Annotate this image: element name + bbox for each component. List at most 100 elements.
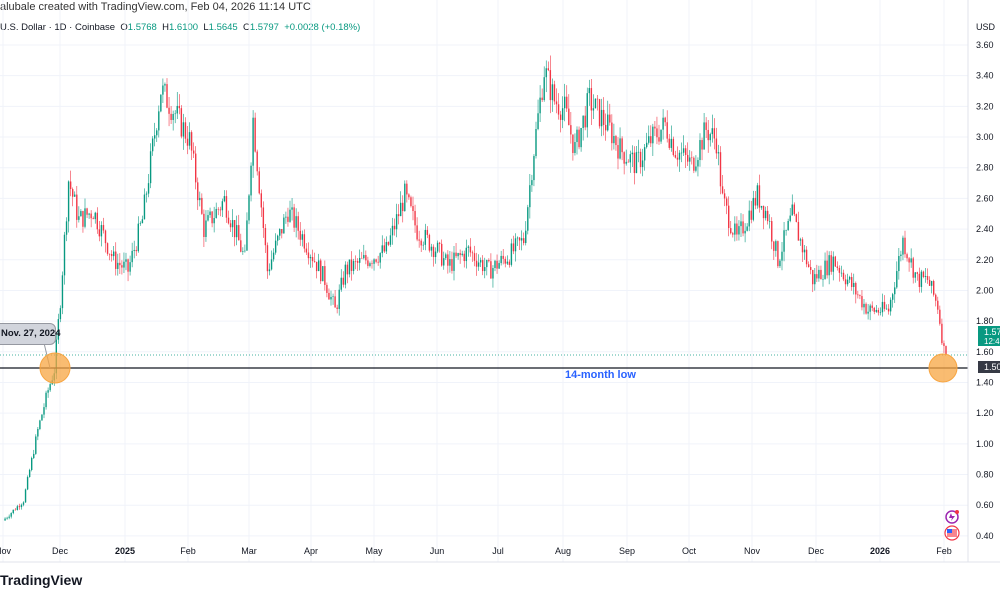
candle-body: [707, 129, 709, 141]
candle-body: [732, 233, 734, 235]
candle-body: [264, 227, 267, 246]
candle-body: [654, 126, 656, 129]
candle-body: [615, 136, 617, 146]
candle-body: [184, 122, 187, 139]
candle-body: [533, 156, 535, 181]
candle-body: [807, 264, 810, 268]
candle-body: [527, 207, 529, 231]
candle-body: [225, 196, 228, 218]
candle-body: [586, 93, 588, 128]
candle-body: [810, 267, 812, 270]
candle-body: [945, 346, 947, 355]
us-flag-economic-event-icon[interactable]: [944, 525, 960, 541]
candle-body: [848, 277, 851, 280]
candle-body: [541, 97, 543, 100]
candle-body: [820, 269, 822, 280]
candle-body: [529, 185, 531, 208]
x-tick-label: Jun: [430, 546, 445, 556]
candle-body: [332, 296, 334, 297]
candle-body: [715, 138, 718, 154]
candle-body: [920, 271, 923, 287]
events-icon[interactable]: [945, 510, 959, 524]
candle-body: [914, 272, 916, 278]
candle-body: [742, 221, 744, 234]
candle-body: [572, 134, 574, 153]
candle-body: [537, 113, 539, 130]
candle-body: [875, 309, 877, 312]
candle-body: [227, 217, 230, 224]
x-tick-label: Feb: [180, 546, 196, 556]
candle-body: [910, 258, 912, 263]
currency-label[interactable]: USD: [976, 22, 996, 32]
candle-body: [457, 253, 459, 257]
candle-body: [10, 513, 12, 517]
candle-body: [256, 151, 258, 172]
candle-body: [748, 210, 750, 227]
candle-body: [285, 216, 287, 218]
candle-body: [539, 97, 541, 114]
candle-body: [139, 223, 142, 224]
candle-body: [326, 284, 328, 293]
candle-body: [787, 220, 789, 231]
candle-body: [359, 257, 361, 263]
candle-body: [37, 429, 39, 437]
candle-body: [557, 104, 560, 115]
candle-body: [377, 261, 379, 263]
candle-body: [766, 210, 769, 222]
candle-body: [217, 208, 219, 210]
candle-body: [145, 193, 148, 195]
candle-body: [764, 210, 767, 219]
candle-body: [395, 214, 398, 230]
candle-body: [916, 272, 918, 274]
candle-body: [156, 130, 158, 136]
date-callout[interactable]: Nov. 27, 2024: [0, 323, 61, 345]
countdown-text: 12:4: [984, 337, 1000, 346]
candle-body: [430, 246, 433, 251]
candle-body: [498, 263, 500, 269]
candle-body: [576, 129, 578, 143]
candle-body: [180, 108, 183, 137]
candle-body: [758, 185, 761, 208]
candle-body: [248, 195, 250, 221]
candle-body: [922, 271, 925, 277]
candles: [4, 55, 947, 521]
candle-body: [828, 255, 830, 276]
candle-body: [609, 114, 611, 123]
candle-body: [488, 259, 490, 262]
candle-body: [453, 252, 455, 271]
candle-body: [14, 509, 16, 511]
close-label: C: [242, 22, 250, 33]
candle-body: [492, 268, 494, 279]
change-value: +0.0028 (+0.18%): [284, 22, 361, 33]
candle-body: [721, 186, 724, 194]
candle-body: [365, 255, 367, 261]
candle-body: [135, 249, 137, 252]
candle-body: [709, 134, 711, 141]
candle-body: [188, 132, 191, 146]
candle-body: [434, 251, 437, 258]
candle-body: [512, 243, 515, 252]
candle-body: [734, 223, 736, 235]
candle-body: [69, 181, 72, 190]
low-line-label: 14-month low: [565, 369, 636, 381]
candle-body: [719, 152, 722, 187]
candle-body: [96, 212, 98, 230]
candle-body: [783, 230, 785, 252]
candle-body: [834, 256, 836, 267]
tradingview-logo[interactable]: TradingView: [0, 572, 83, 588]
candle-body: [143, 194, 146, 220]
candle-body: [885, 308, 888, 310]
candle-body: [523, 238, 525, 244]
candle-body: [412, 206, 414, 212]
symbol-info[interactable]: U.S. Dollar · 1D · Coinbase: [0, 22, 116, 33]
candle-body: [432, 246, 435, 258]
candle-body: [607, 114, 609, 131]
candle-body: [859, 295, 861, 297]
x-tick-label: May: [365, 546, 383, 556]
candle-body: [57, 319, 60, 340]
candle-body: [754, 197, 757, 206]
candle-body: [203, 213, 205, 237]
candle-body: [713, 128, 716, 139]
candle-body: [318, 260, 320, 272]
